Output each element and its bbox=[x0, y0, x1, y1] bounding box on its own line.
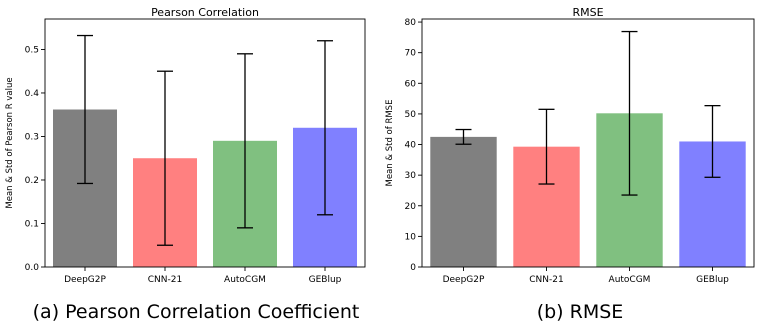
x-tick-label: AutoCGM bbox=[224, 275, 266, 285]
y-tick-label: 70 bbox=[405, 49, 417, 59]
caption-rmse: (b) RMSE bbox=[537, 301, 624, 323]
y-tick-label: 0 bbox=[410, 263, 416, 273]
y-tick-label: 10 bbox=[405, 232, 417, 242]
plot-frame bbox=[421, 18, 755, 268]
x-tick-label: CNN-21 bbox=[529, 275, 563, 285]
x-tick-label: CNN-21 bbox=[148, 275, 182, 285]
chart-title: RMSE bbox=[572, 6, 603, 19]
y-tick-label: 0.4 bbox=[25, 89, 40, 99]
y-axis-label: Mean & Std of RMSE bbox=[385, 100, 395, 187]
plot-frame bbox=[44, 18, 366, 268]
y-tick-label: 0.0 bbox=[25, 263, 40, 273]
y-tick-label: 20 bbox=[405, 202, 417, 212]
chart-title: Pearson Correlation bbox=[151, 6, 259, 19]
x-tick-label: DeepG2P bbox=[443, 275, 485, 285]
chart-pearson-correlation: 0.0 0.1 0.2 0.3 0.4 0.5 DeepG2P CNN-21 AutoCGM GE… bbox=[5, 6, 366, 285]
y-tick-label: 60 bbox=[405, 79, 417, 89]
y-tick-label: 30 bbox=[405, 171, 417, 181]
chart-rmse: 0 10 20 30 40 50 60 70 80 DeepG2P CNN-21 AutoCGM GEB… bbox=[385, 6, 755, 285]
y-axis-label: Mean & Std of Pearson R value bbox=[5, 77, 15, 208]
y-tick-label: 50 bbox=[405, 110, 417, 120]
y-tick-label: 0.5 bbox=[25, 45, 39, 55]
y-tick-label: 0.2 bbox=[25, 176, 39, 186]
x-tick-label: GEBlup bbox=[696, 275, 729, 285]
y-tick-label: 40 bbox=[405, 141, 417, 151]
caption-pearson: (a) Pearson Correlation Coefficient bbox=[33, 301, 360, 323]
y-tick-label: 0.3 bbox=[25, 132, 39, 142]
y-tick-label: 80 bbox=[405, 18, 417, 28]
x-tick-label: DeepG2P bbox=[64, 275, 106, 285]
x-tick-label: AutoCGM bbox=[609, 275, 651, 285]
x-tick-label: GEBlup bbox=[309, 275, 342, 285]
y-tick-label: 0.1 bbox=[25, 219, 39, 229]
bar-deepg2p bbox=[430, 136, 497, 267]
